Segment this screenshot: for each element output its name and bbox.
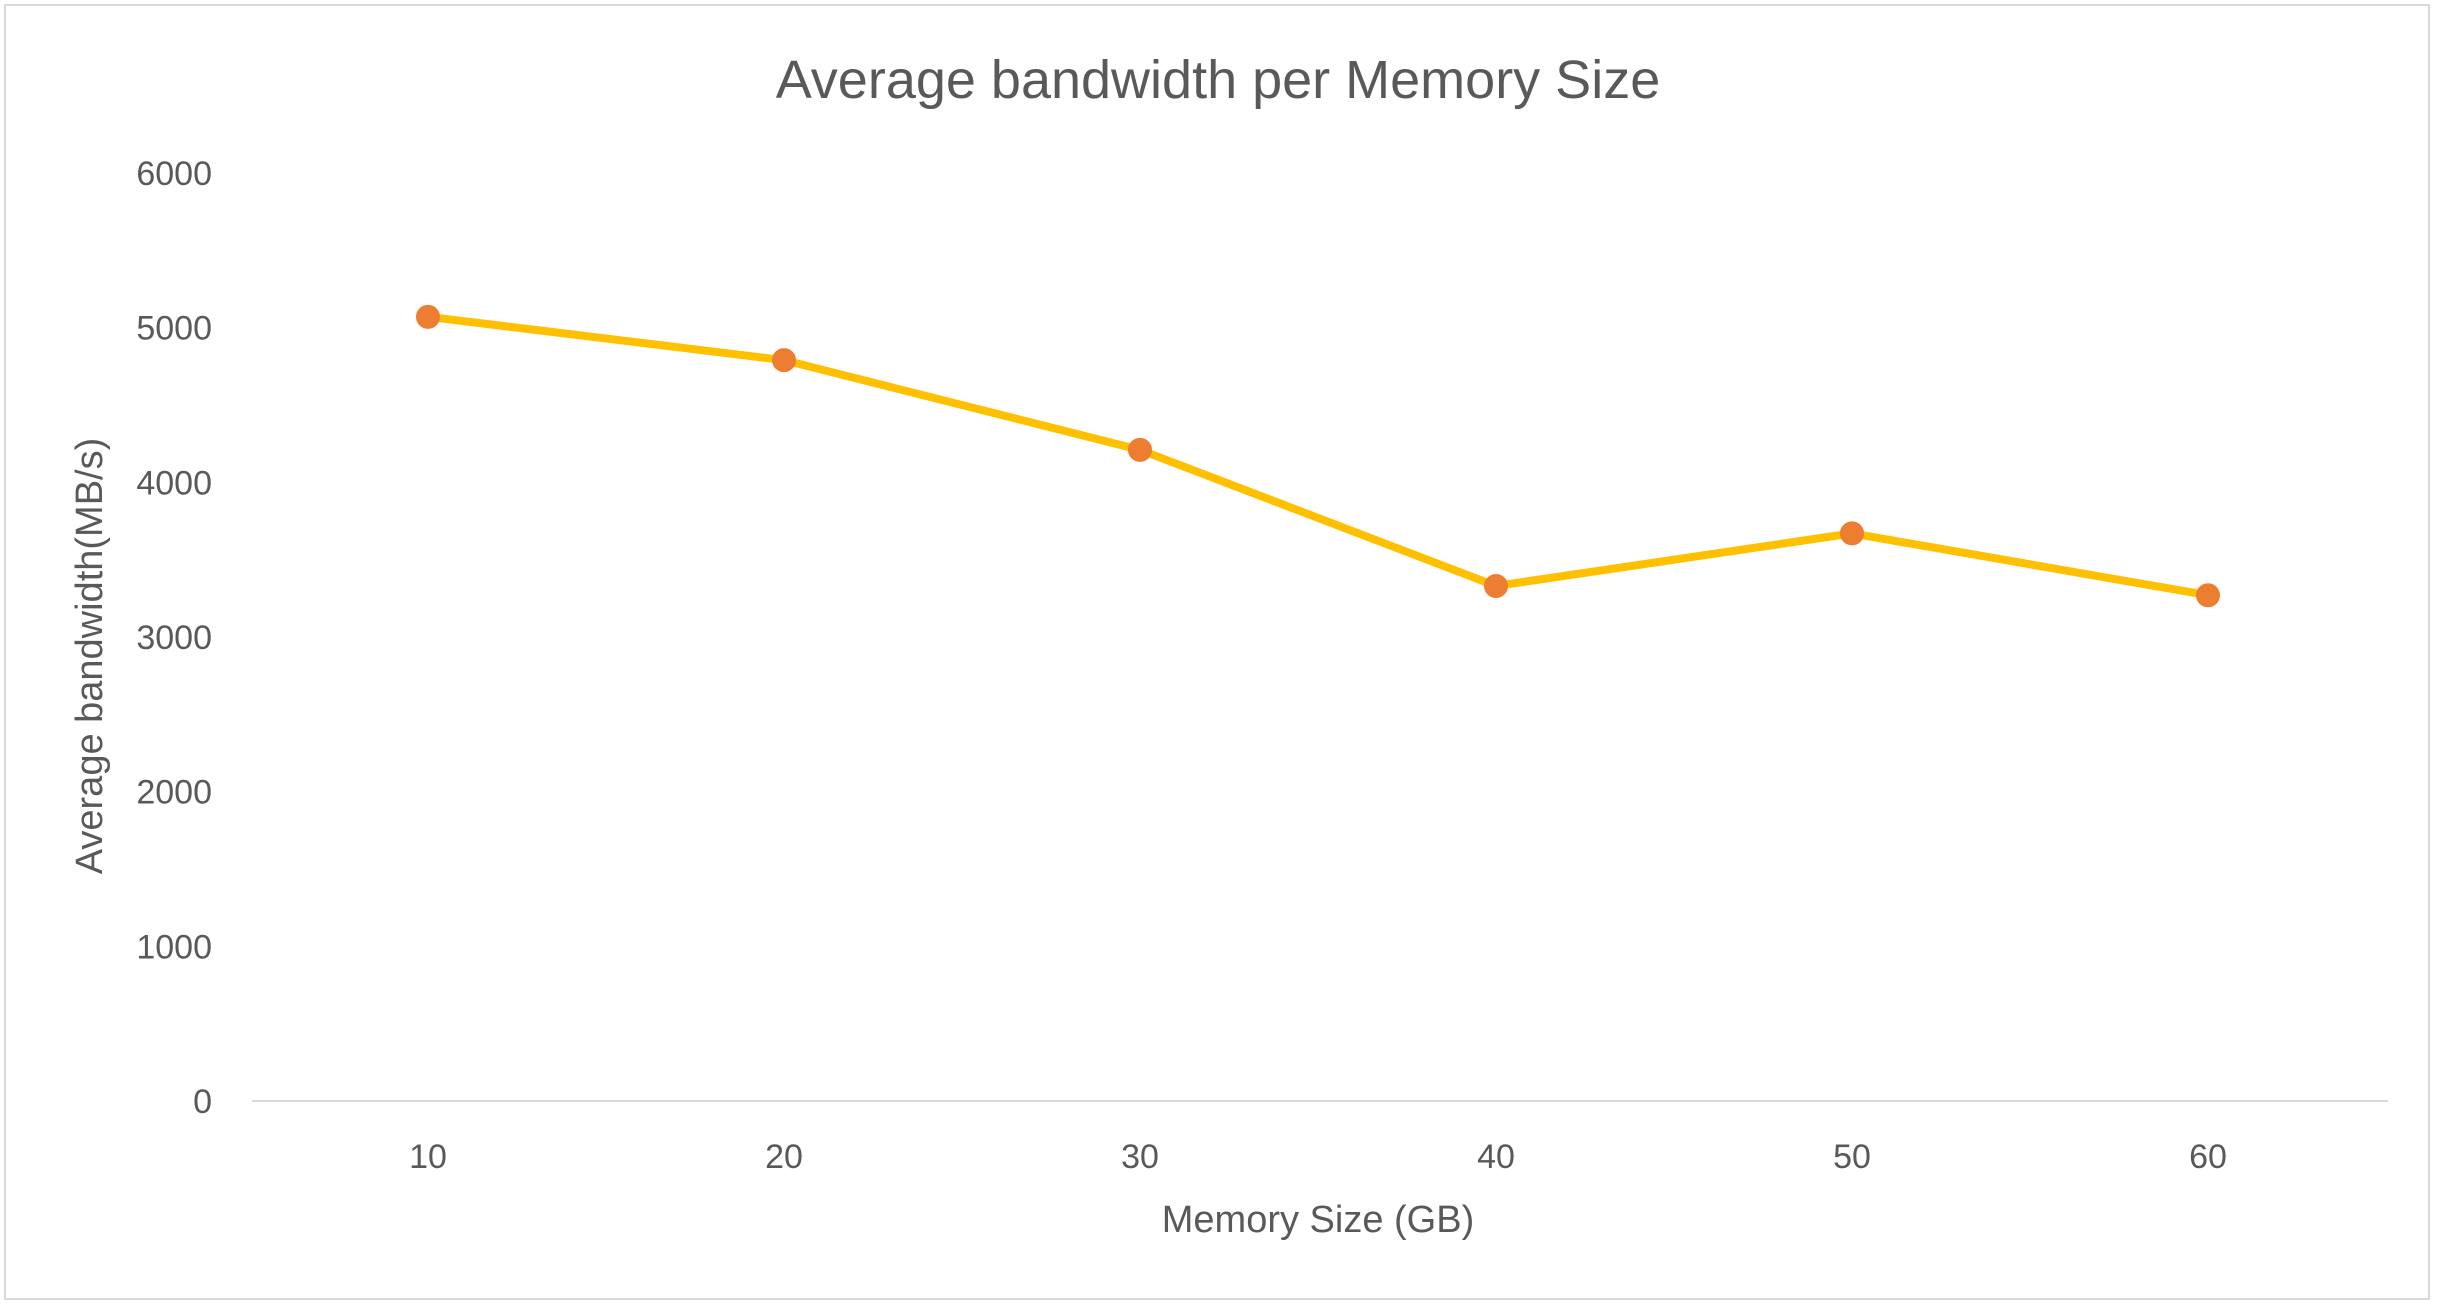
- x-axis-title: Memory Size (GB): [1162, 1199, 1474, 1241]
- chart-frame: [4, 4, 2430, 1300]
- x-tick-label: 10: [409, 1138, 447, 1176]
- x-axis-ticks: 10 20 30 40 50 60: [409, 1138, 2227, 1176]
- series-markers: [416, 304, 2220, 608]
- y-tick-label: 5000: [136, 310, 212, 348]
- data-point: [1128, 437, 1152, 462]
- x-tick-label: 30: [1121, 1138, 1159, 1176]
- y-tick-label: 1000: [136, 928, 212, 966]
- y-axis-title: Average bandwidth(MB/s): [69, 438, 111, 875]
- y-tick-label: 6000: [136, 155, 212, 193]
- y-tick-label: 4000: [136, 464, 212, 502]
- y-tick-label: 3000: [136, 619, 212, 657]
- x-tick-label: 40: [1477, 1138, 1515, 1176]
- x-tick-label: 60: [2189, 1138, 2227, 1176]
- data-point: [1840, 521, 1864, 546]
- chart-title: Average bandwidth per Memory Size: [776, 50, 1660, 110]
- x-tick-label: 50: [1833, 1138, 1871, 1176]
- x-tick-label: 20: [765, 1138, 803, 1176]
- y-tick-label: 0: [193, 1083, 212, 1121]
- y-tick-label: 2000: [136, 774, 212, 812]
- y-axis-ticks: 0 1000 2000 3000 4000 5000 6000: [136, 155, 212, 1121]
- data-point: [416, 304, 440, 329]
- data-point: [1484, 573, 1508, 598]
- series-line: [424, 312, 2212, 600]
- data-point: [772, 348, 796, 373]
- data-point: [2196, 583, 2220, 608]
